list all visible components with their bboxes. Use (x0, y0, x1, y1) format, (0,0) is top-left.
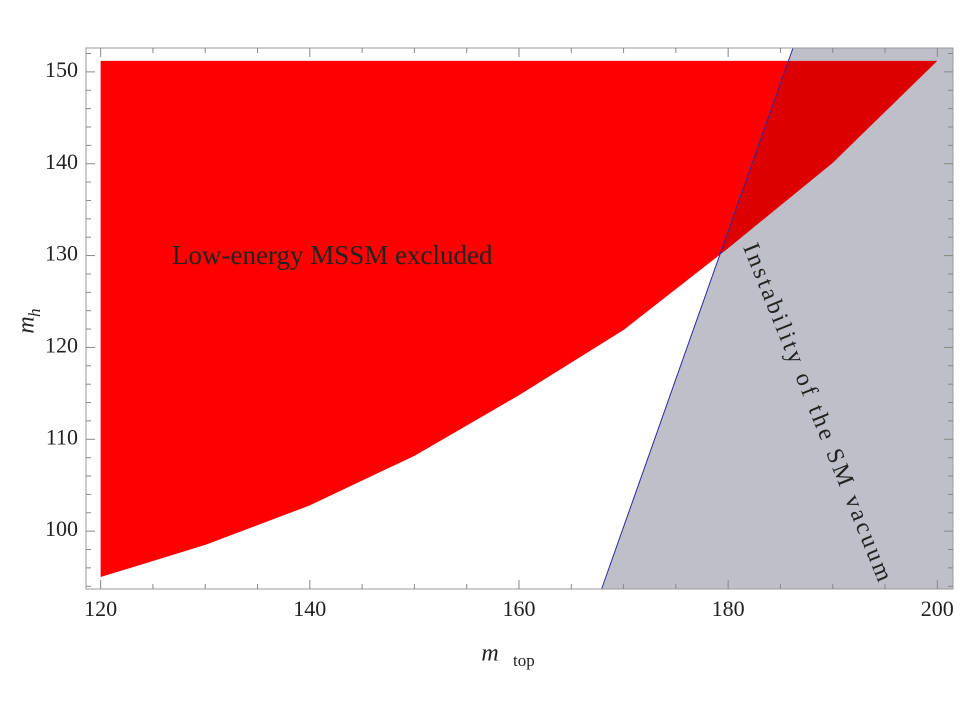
y-axis-label-group: m h (14, 309, 44, 334)
plot-frame (85, 47, 954, 590)
x-tick-label: 200 (921, 596, 954, 621)
y-axis-label-sub: h (25, 309, 44, 318)
x-tick-label: 160 (502, 596, 535, 621)
y-tick-label: 140 (45, 149, 78, 174)
x-axis-label: m (481, 641, 498, 667)
y-tick-label: 120 (45, 332, 78, 357)
y-tick-label: 110 (46, 424, 78, 449)
x-tick-label: 140 (293, 596, 326, 621)
x-tick-label: 180 (712, 596, 745, 621)
y-axis-label: m (14, 316, 40, 333)
y-tick-label: 100 (45, 516, 78, 541)
excluded-region (100, 60, 938, 578)
boundary-line (601, 47, 794, 590)
region-label: Low-energy MSSM excluded (172, 240, 493, 270)
x-tick-label: 120 (84, 596, 117, 621)
y-tick-label: 150 (45, 57, 78, 82)
y-tick-label: 130 (45, 241, 78, 266)
overlap-region (601, 48, 953, 589)
x-axis-label-sub: top (513, 651, 535, 670)
